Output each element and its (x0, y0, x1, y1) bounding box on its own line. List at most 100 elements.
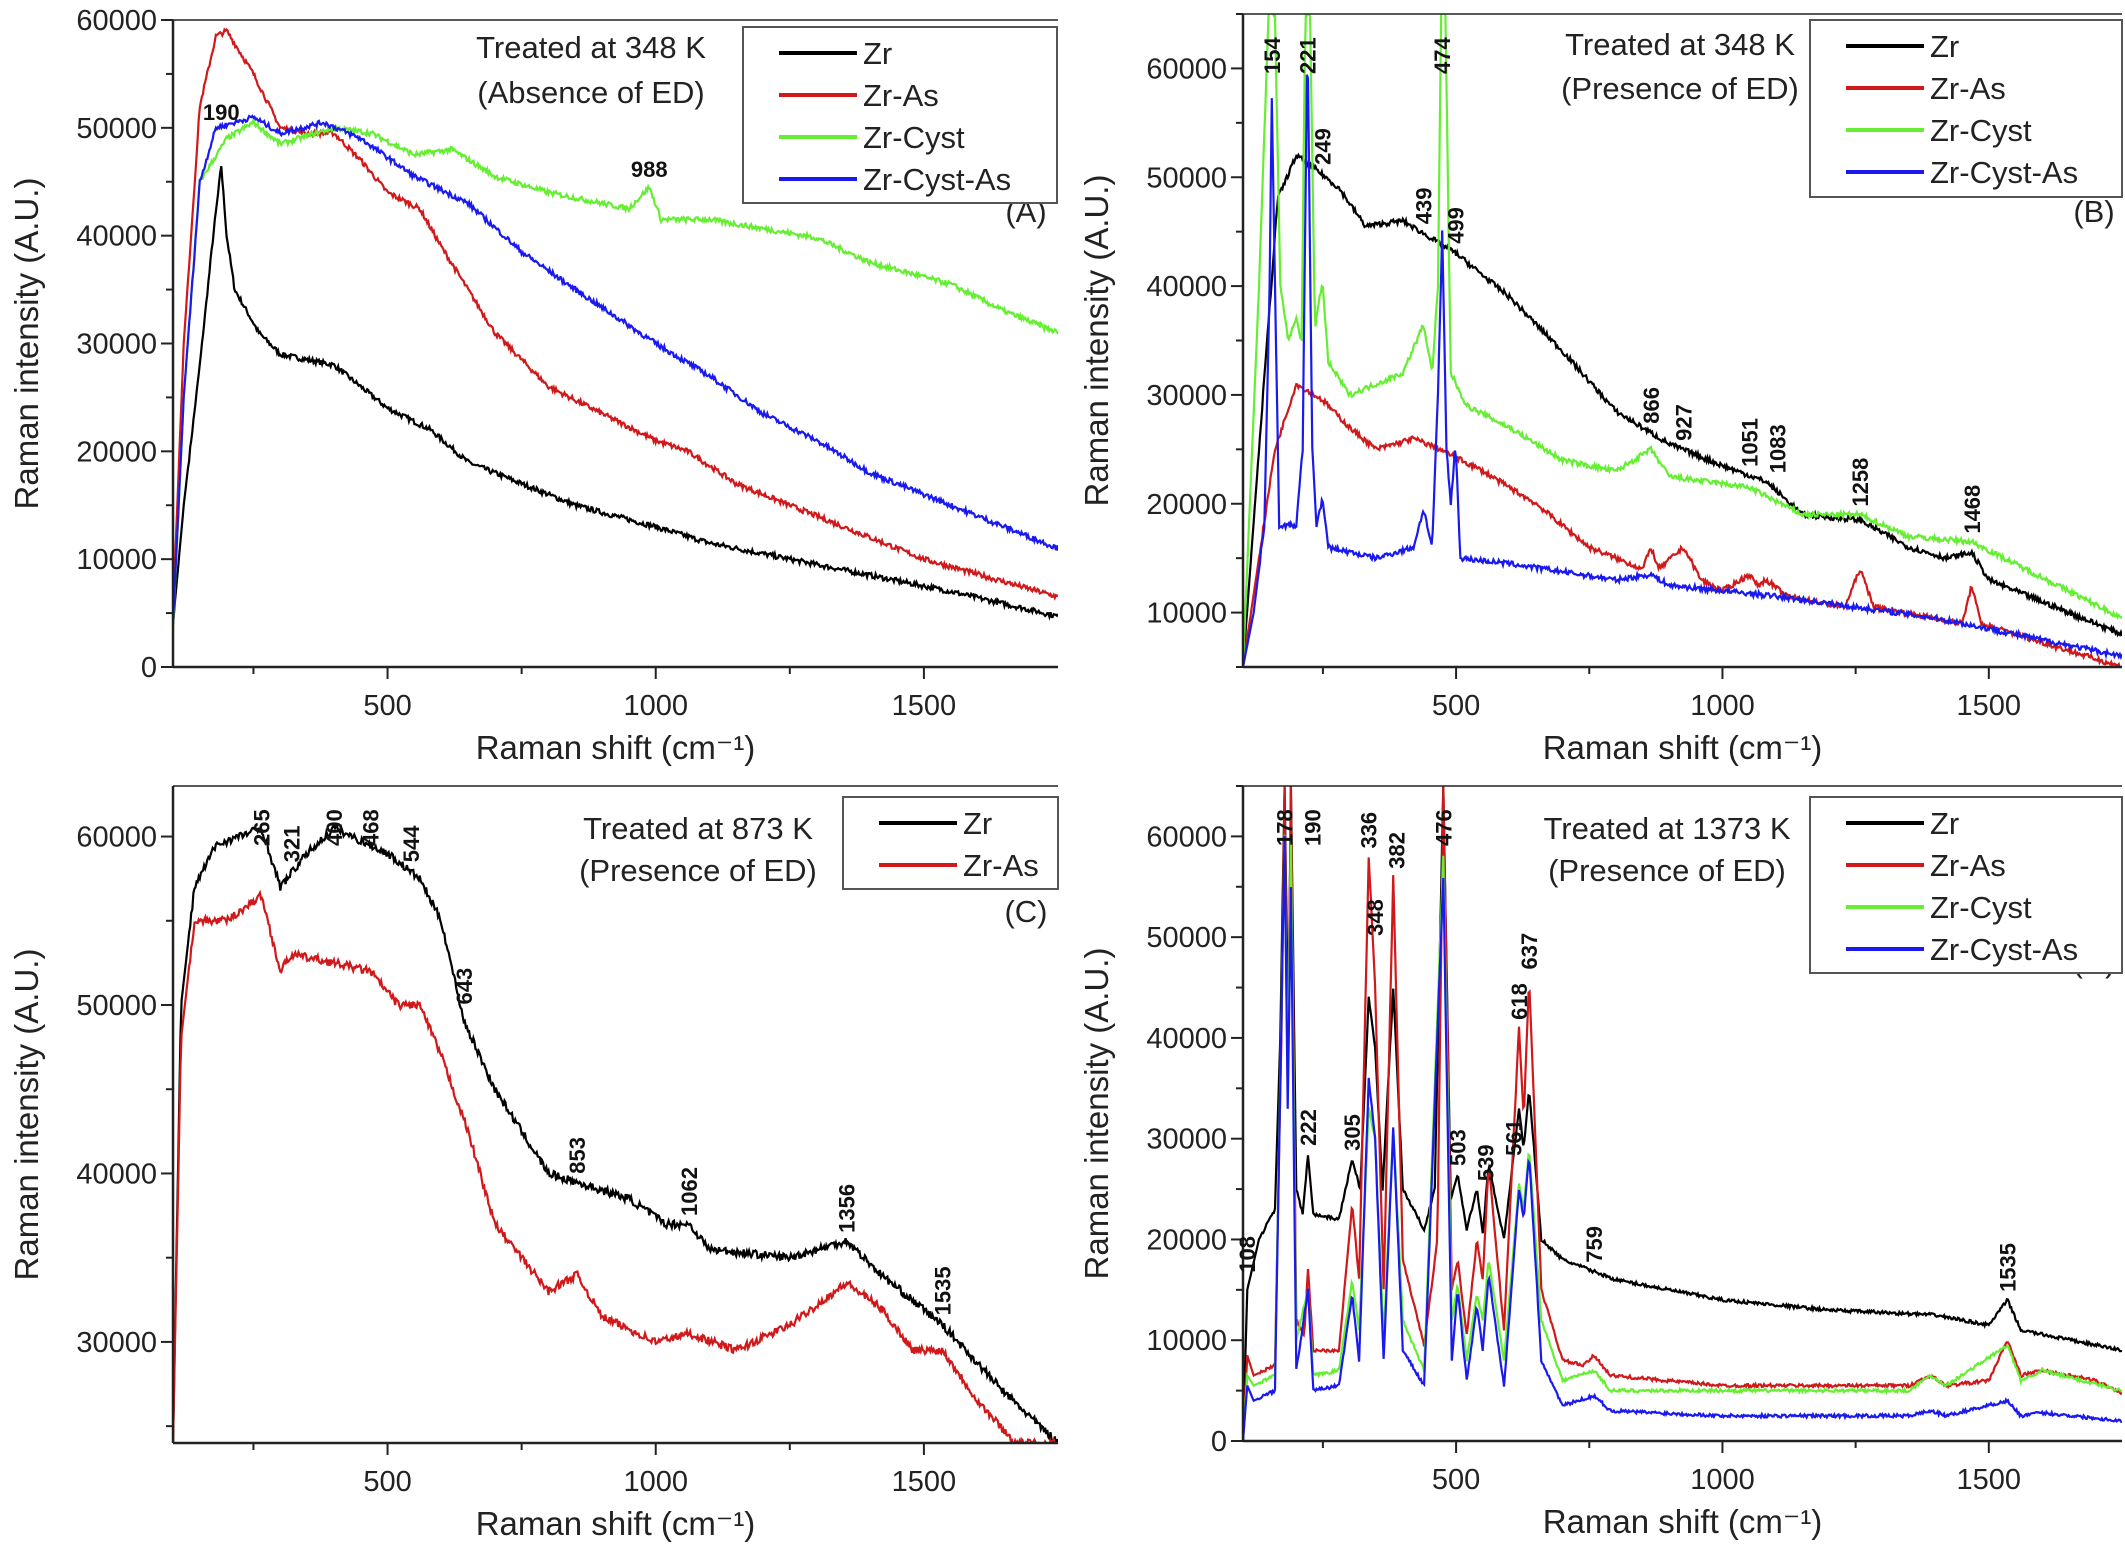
panel-title-line: (Absence of ED) (477, 75, 704, 110)
x-tick-label: 500 (1432, 1464, 1480, 1496)
peak-label: 988 (631, 157, 668, 182)
panel-title-line: (Presence of ED) (1548, 853, 1786, 888)
y-axis-title: Raman intensity (A.U.) (1078, 948, 1115, 1280)
x-axis-title: Raman shift (cm⁻¹) (1543, 729, 1823, 766)
peak-label: 1083 (1766, 424, 1791, 473)
y-tick-label: 60000 (1146, 821, 1227, 853)
peak-label: 249 (1310, 128, 1335, 165)
peak-label: 1535 (931, 1266, 956, 1315)
series-line-zr-cyst (1243, 14, 2122, 667)
peak-label: 439 (1412, 187, 1437, 224)
peak-label: 108 (1235, 1236, 1260, 1273)
peak-label: 1051 (1738, 418, 1763, 467)
panel-letter: (C) (1004, 894, 1047, 929)
peak-label: 927 (1672, 404, 1697, 441)
legend-label: Zr-Cyst (1930, 890, 2032, 925)
peak-label: 382 (1385, 832, 1410, 869)
x-tick-label: 1000 (623, 1466, 688, 1498)
y-tick-label: 40000 (1146, 271, 1227, 303)
legend-box (842, 796, 1059, 890)
legend-label: Zr (1930, 29, 1959, 64)
y-axis-title: Raman intensity (A.U.) (1078, 175, 1115, 507)
peak-label: 1535 (1995, 1243, 2020, 1292)
legend-box (1809, 19, 2123, 198)
y-tick-label: 10000 (1146, 598, 1227, 630)
peak-label: 154 (1260, 37, 1285, 74)
series-line-zr-as (1243, 382, 2122, 667)
x-axis-title: Raman shift (cm⁻¹) (476, 1505, 756, 1542)
peak-label: 1356 (835, 1184, 860, 1233)
x-tick-label: 1000 (623, 690, 688, 722)
panel-d: 500 1000 1500 0 10000 20000 30000 40000 50000 600… (1078, 785, 2123, 1540)
legend-label: Zr-Cyst (863, 120, 965, 155)
y-tick-label: 10000 (76, 544, 157, 576)
legend-label: Zr-Cyst-As (1930, 155, 2078, 190)
legend-label: Zr (1930, 806, 1959, 841)
peak-label: 400 (322, 809, 347, 846)
x-tick-label: 500 (363, 690, 411, 722)
peak-label: 222 (1296, 1109, 1321, 1146)
peak-label: 503 (1446, 1129, 1471, 1166)
peak-label: 321 (280, 826, 305, 863)
y-tick-label: 20000 (1146, 489, 1227, 521)
x-axis-title: Raman shift (cm⁻¹) (476, 729, 756, 766)
x-axis-title: Raman shift (cm⁻¹) (1543, 1503, 1823, 1540)
y-tick-label: 30000 (76, 329, 157, 361)
panel-title-line: Treated at 348 K (1565, 27, 1795, 62)
panel-a: 500 1000 1500 0 10000 20000 30000 40000 50000 600… (8, 5, 1058, 766)
y-tick-label: 50000 (1146, 922, 1227, 954)
legend: Zr Zr-As Zr-Cyst Zr-Cyst-As (1809, 796, 2123, 974)
peak-label: 476 (1431, 809, 1456, 846)
y-tick-label: 20000 (1146, 1224, 1227, 1256)
peak-label: 221 (1295, 37, 1320, 74)
x-tick-label: 1500 (1957, 690, 2022, 722)
peak-label: 1062 (677, 1167, 702, 1216)
series-line-zr-cyst-as (173, 114, 1058, 624)
y-tick-label: 10000 (1146, 1325, 1227, 1357)
y-tick-label: 30000 (1146, 380, 1227, 412)
y-axis-title: Raman intensity (A.U.) (8, 178, 45, 510)
peak-label: 544 (399, 825, 424, 862)
panel-title-line: (Presence of ED) (579, 853, 817, 888)
peak-label: 468 (358, 809, 383, 846)
peak-label: 759 (1582, 1226, 1607, 1263)
legend-label: Zr-Cyst (1930, 113, 2032, 148)
y-tick-label: 30000 (1146, 1124, 1227, 1156)
legend-label: Zr-As (863, 78, 939, 113)
peak-label: 539 (1474, 1144, 1499, 1181)
y-tick-label: 40000 (76, 1158, 157, 1190)
y-tick-label: 60000 (76, 5, 157, 37)
peak-label: 190 (203, 100, 240, 125)
peak-label: 866 (1639, 387, 1664, 424)
peak-label: 336 (1357, 812, 1382, 849)
y-tick-label: 0 (141, 652, 157, 684)
series-line-zr-cyst (173, 116, 1058, 630)
peak-label: 305 (1340, 1114, 1365, 1151)
y-tick-label: 60000 (76, 822, 157, 854)
y-tick-label: 40000 (1146, 1023, 1227, 1055)
y-tick-label: 50000 (76, 990, 157, 1022)
peak-label: 265 (250, 809, 275, 846)
peak-label: 1258 (1848, 458, 1873, 507)
x-tick-label: 1500 (892, 690, 957, 722)
panel-c: 500 1000 1500 30000 40000 50000 60000 Raman shi… (8, 785, 1059, 1542)
panel-b: 500 1000 1500 10000 20000 30000 40000 50000 6000… (1078, 13, 2123, 766)
series-line-zr (1243, 152, 2122, 667)
x-tick-label: 1500 (1957, 1464, 2022, 1496)
series-line-zr-cyst-as (1243, 74, 2122, 667)
peak-label: 190 (1301, 809, 1326, 846)
legend: Zr Zr-As (842, 796, 1059, 890)
legend: Zr Zr-As Zr-Cyst Zr-Cyst-As (1809, 19, 2123, 198)
panel-letter: (B) (2073, 194, 2114, 229)
legend-label: Zr-As (1930, 848, 2006, 883)
y-tick-label: 50000 (1146, 162, 1227, 194)
peak-label: 618 (1507, 983, 1532, 1020)
peak-label: 348 (1363, 899, 1388, 936)
legend-label: Zr-As (963, 848, 1039, 883)
peak-label: 637 (1517, 933, 1542, 970)
peak-label: 643 (452, 968, 477, 1005)
panel-title-line: Treated at 348 K (476, 30, 706, 65)
x-tick-label: 500 (1432, 690, 1480, 722)
legend-label: Zr (863, 36, 892, 71)
